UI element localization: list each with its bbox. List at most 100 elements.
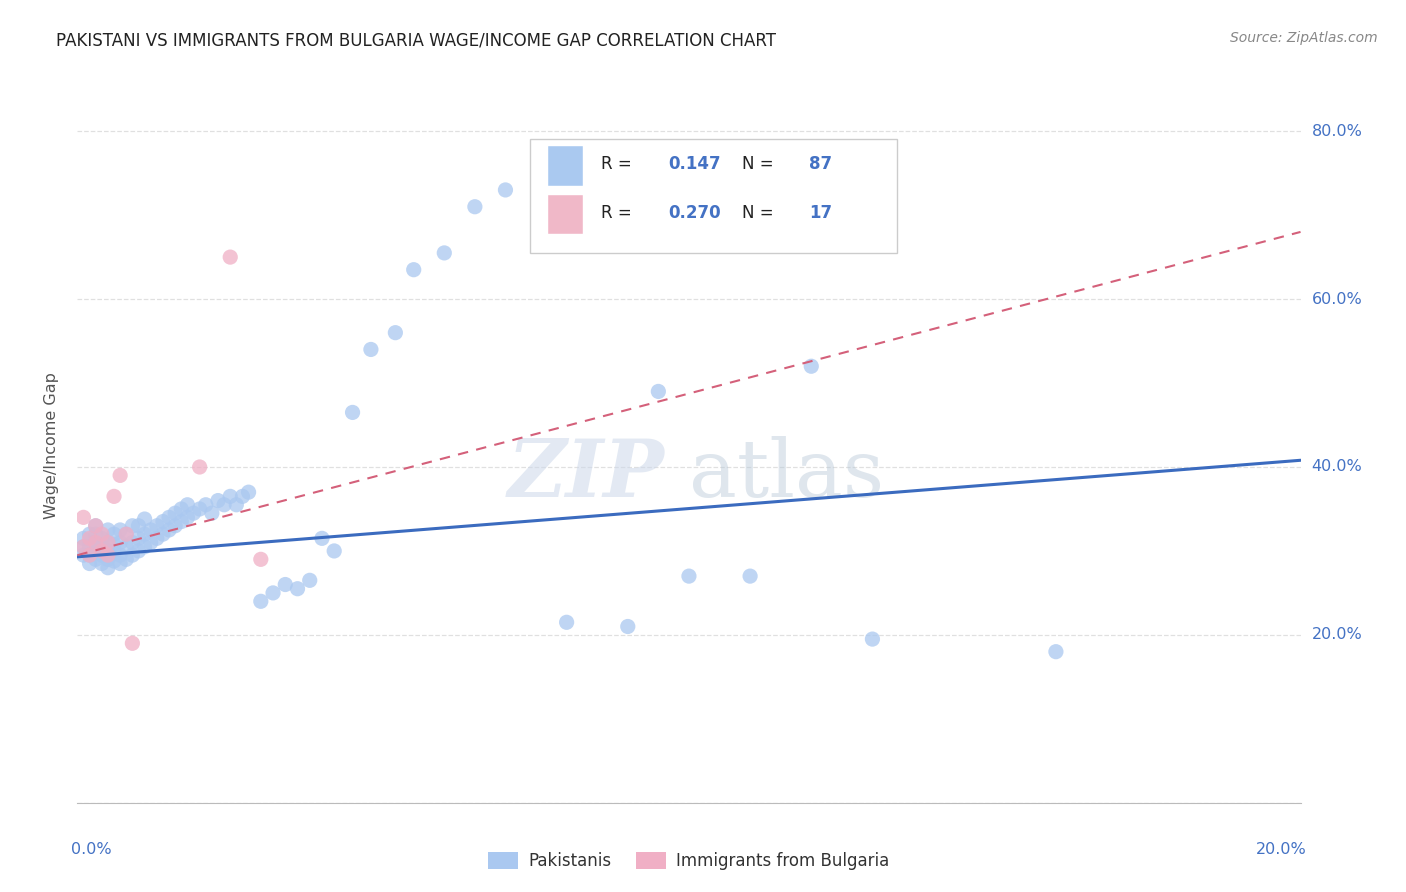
Point — [188, 502, 211, 516]
Point — [146, 518, 169, 533]
Point — [84, 552, 107, 566]
Point — [311, 532, 333, 546]
Point — [219, 489, 242, 503]
Point — [433, 246, 456, 260]
Point — [97, 560, 120, 574]
Point — [170, 515, 193, 529]
Point — [201, 506, 224, 520]
Point — [323, 544, 346, 558]
Point — [108, 468, 131, 483]
Point — [79, 527, 101, 541]
Point — [72, 510, 94, 524]
Text: ZIP: ZIP — [508, 436, 665, 513]
Point — [165, 518, 187, 533]
Point — [800, 359, 823, 374]
Point — [121, 636, 143, 650]
Point — [617, 619, 640, 633]
Point — [250, 552, 273, 566]
Point — [72, 548, 94, 562]
Point — [115, 552, 138, 566]
Point — [165, 506, 187, 520]
Text: N =: N = — [741, 203, 779, 221]
Point — [84, 518, 107, 533]
Point — [262, 586, 284, 600]
Point — [176, 498, 198, 512]
Point — [115, 527, 138, 541]
Text: 40.0%: 40.0% — [1312, 459, 1362, 475]
Text: N =: N = — [741, 155, 779, 173]
Point — [108, 523, 131, 537]
Text: Source: ZipAtlas.com: Source: ZipAtlas.com — [1230, 31, 1378, 45]
Text: 80.0%: 80.0% — [1312, 124, 1362, 138]
Point — [127, 544, 149, 558]
Text: 20.0%: 20.0% — [1256, 842, 1306, 857]
Point — [238, 485, 260, 500]
Point — [84, 535, 107, 549]
Point — [219, 250, 242, 264]
Point — [464, 200, 486, 214]
Point — [225, 498, 247, 512]
Point — [115, 540, 138, 554]
Point — [84, 518, 107, 533]
Point — [298, 574, 321, 588]
Point — [103, 546, 125, 560]
Point — [678, 569, 700, 583]
Point — [134, 540, 156, 554]
Point — [103, 537, 125, 551]
Point — [170, 502, 193, 516]
Point — [139, 535, 162, 549]
Text: R =: R = — [600, 203, 637, 221]
Text: 0.147: 0.147 — [668, 155, 721, 173]
Text: 0.270: 0.270 — [668, 203, 721, 221]
Point — [72, 540, 94, 554]
Point — [862, 632, 884, 646]
Point — [79, 548, 101, 562]
Point — [121, 535, 143, 549]
Text: 20.0%: 20.0% — [1312, 627, 1362, 642]
Point — [97, 552, 120, 566]
Point — [72, 540, 94, 554]
Point — [84, 535, 107, 549]
Point — [146, 532, 169, 546]
Point — [1045, 645, 1067, 659]
Point — [79, 557, 101, 571]
Point — [84, 527, 107, 541]
Point — [250, 594, 273, 608]
Point — [108, 535, 131, 549]
Point — [79, 532, 101, 546]
Point — [274, 577, 297, 591]
Point — [342, 405, 364, 419]
Point — [108, 557, 131, 571]
Point — [90, 557, 112, 571]
Point — [127, 532, 149, 546]
Point — [134, 512, 156, 526]
Point — [103, 489, 125, 503]
Point — [103, 554, 125, 568]
Text: 87: 87 — [808, 155, 832, 173]
Point — [402, 262, 425, 277]
Point — [121, 548, 143, 562]
Text: 60.0%: 60.0% — [1312, 292, 1362, 307]
Point — [231, 489, 253, 503]
Point — [134, 527, 156, 541]
Text: R =: R = — [600, 155, 637, 173]
Point — [97, 548, 120, 562]
Point — [176, 510, 198, 524]
Point — [360, 343, 382, 357]
FancyBboxPatch shape — [548, 146, 582, 186]
Point — [90, 544, 112, 558]
Point — [72, 532, 94, 546]
Point — [90, 540, 112, 554]
FancyBboxPatch shape — [530, 139, 897, 253]
Legend: Pakistanis, Immigrants from Bulgaria: Pakistanis, Immigrants from Bulgaria — [482, 845, 896, 877]
Point — [79, 548, 101, 562]
Point — [90, 532, 112, 546]
Point — [97, 535, 120, 549]
Text: 0.0%: 0.0% — [72, 842, 112, 857]
Point — [287, 582, 309, 596]
Y-axis label: Wage/Income Gap: Wage/Income Gap — [44, 373, 59, 519]
Point — [555, 615, 578, 630]
Point — [121, 518, 143, 533]
Point — [97, 535, 120, 549]
Point — [647, 384, 669, 399]
